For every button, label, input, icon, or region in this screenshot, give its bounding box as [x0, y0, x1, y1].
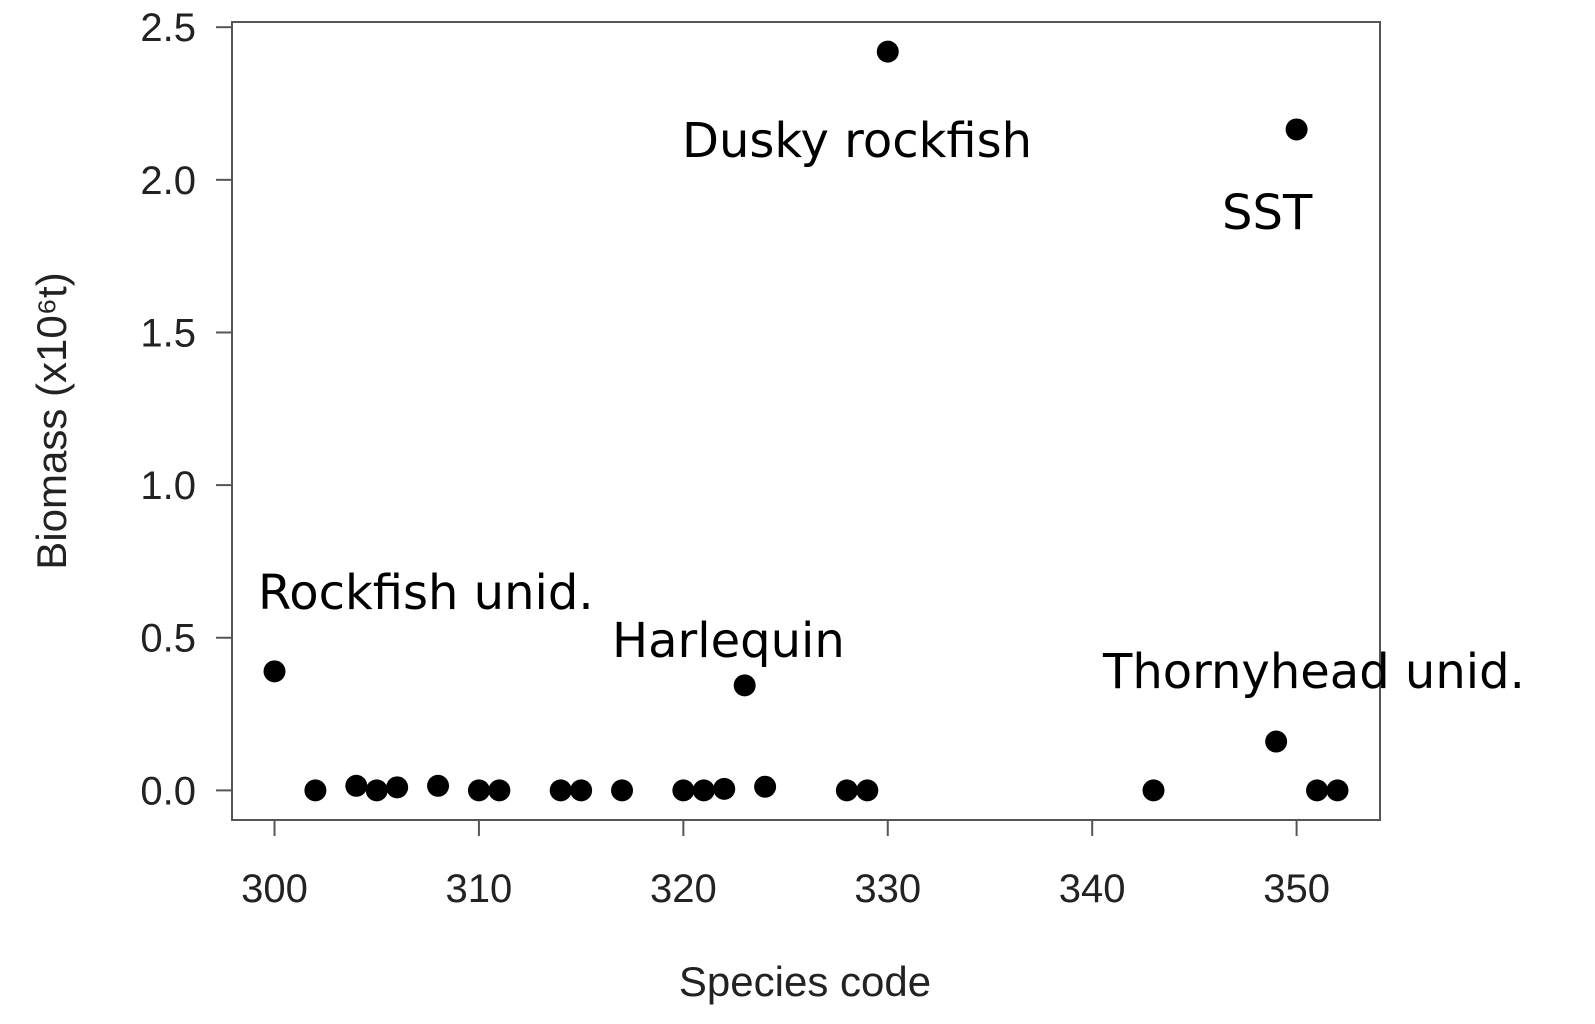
y-tick-label: 1.5 [140, 311, 196, 355]
y-tick-label: 0.0 [140, 769, 196, 813]
x-tick-label: 310 [446, 867, 513, 911]
annotation: Harlequin [612, 613, 845, 669]
point [835, 779, 858, 802]
x-tick-label: 300 [241, 867, 308, 911]
point [672, 779, 695, 802]
point [856, 779, 879, 802]
y-tick-label: 0.5 [140, 617, 196, 661]
point [1285, 118, 1308, 141]
point [692, 779, 715, 802]
point [754, 775, 777, 798]
point [1326, 779, 1349, 802]
y-tick-label: 1.0 [140, 464, 196, 508]
point [549, 779, 572, 802]
x-tick-label: 350 [1263, 867, 1330, 911]
point [1265, 730, 1288, 753]
annotation: SST [1222, 185, 1313, 241]
point [713, 777, 736, 800]
point [345, 774, 368, 797]
y-tick-label: 2.0 [140, 159, 196, 203]
point [365, 779, 388, 802]
point [467, 779, 490, 802]
annotation: Rockfish unid. [258, 565, 594, 621]
point [570, 779, 593, 802]
point [304, 779, 327, 802]
point [386, 776, 409, 799]
x-tick-label: 340 [1059, 867, 1126, 911]
x-tick-label: 330 [854, 867, 921, 911]
point [1306, 779, 1329, 802]
point [263, 660, 286, 683]
y-axis-label: Biomass (x10⁶t) [28, 272, 75, 569]
point [611, 779, 634, 802]
point [733, 674, 756, 697]
x-tick-label: 320 [650, 867, 717, 911]
plot-frame [231, 21, 1381, 821]
annotation: Thornyhead unid. [1102, 644, 1525, 700]
y-tick-label: 2.5 [140, 6, 196, 50]
point [488, 779, 511, 802]
point [876, 40, 899, 63]
x-axis-label: Species code [679, 958, 931, 1005]
point [427, 774, 450, 797]
point [1142, 779, 1165, 802]
annotation: Dusky rockfish [682, 113, 1032, 169]
